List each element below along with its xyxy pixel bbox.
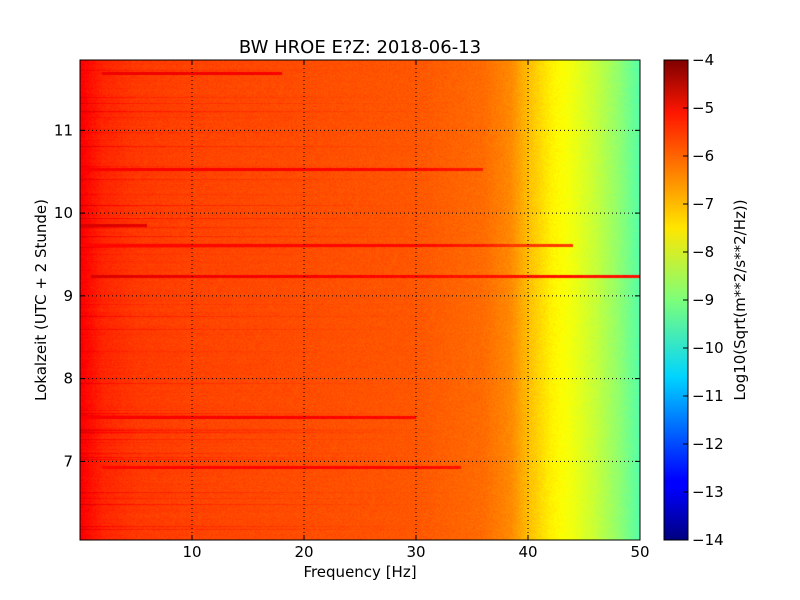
- x-tick-label: 40: [518, 543, 537, 561]
- colorbar-tick-label: −13: [692, 483, 724, 501]
- colorbar-tick-label: −5: [692, 99, 714, 117]
- colorbar-tick-label: −10: [692, 339, 724, 357]
- colorbar-ticks: −4 −5 −6 −7 −8 −9 −10 −11 −12 −13 −14: [683, 51, 724, 549]
- colorbar-tick-label: −4: [692, 51, 714, 69]
- y-tick-label: 9: [63, 287, 73, 305]
- colorbar: −4 −5 −6 −7 −8 −9 −10 −11 −12 −13 −14 Log10(Sqrt(m…: [663, 51, 749, 549]
- x-tick-label: 10: [182, 543, 201, 561]
- spectrogram-heatmap: [80, 60, 640, 540]
- colorbar-label: Log10(Sqrt(m**2/s**2/Hz)): [731, 199, 749, 400]
- plot-area: 10 20 30 40 50 7 8 9 10 11: [54, 59, 650, 561]
- x-axis: 10 20 30 40 50: [182, 60, 650, 561]
- x-tick-label: 50: [630, 543, 649, 561]
- colorbar-tick-label: −6: [692, 147, 714, 165]
- colorbar-tick-label: −14: [692, 531, 724, 549]
- y-tick-label: 11: [54, 121, 73, 139]
- x-axis-label: Frequency [Hz]: [303, 563, 416, 581]
- chart-title: BW HROE E?Z: 2018-06-13: [239, 37, 481, 58]
- colorbar-tick-label: −8: [692, 243, 714, 261]
- x-tick-label: 30: [406, 543, 425, 561]
- y-tick-label: 7: [63, 452, 73, 470]
- y-tick-label: 10: [54, 204, 73, 222]
- y-axis-label: Lokalzeit (UTC + 2 Stunde): [32, 199, 50, 401]
- x-tick-label: 20: [294, 543, 313, 561]
- colorbar-tick-label: −12: [692, 435, 724, 453]
- y-axis: 7 8 9 10 11: [54, 121, 640, 470]
- plot-frame: [79, 59, 641, 541]
- colorbar-tick-label: −7: [692, 195, 714, 213]
- colorbar-tick-label: −9: [692, 291, 714, 309]
- y-tick-label: 8: [63, 370, 73, 388]
- colorbar-tick-label: −11: [692, 387, 724, 405]
